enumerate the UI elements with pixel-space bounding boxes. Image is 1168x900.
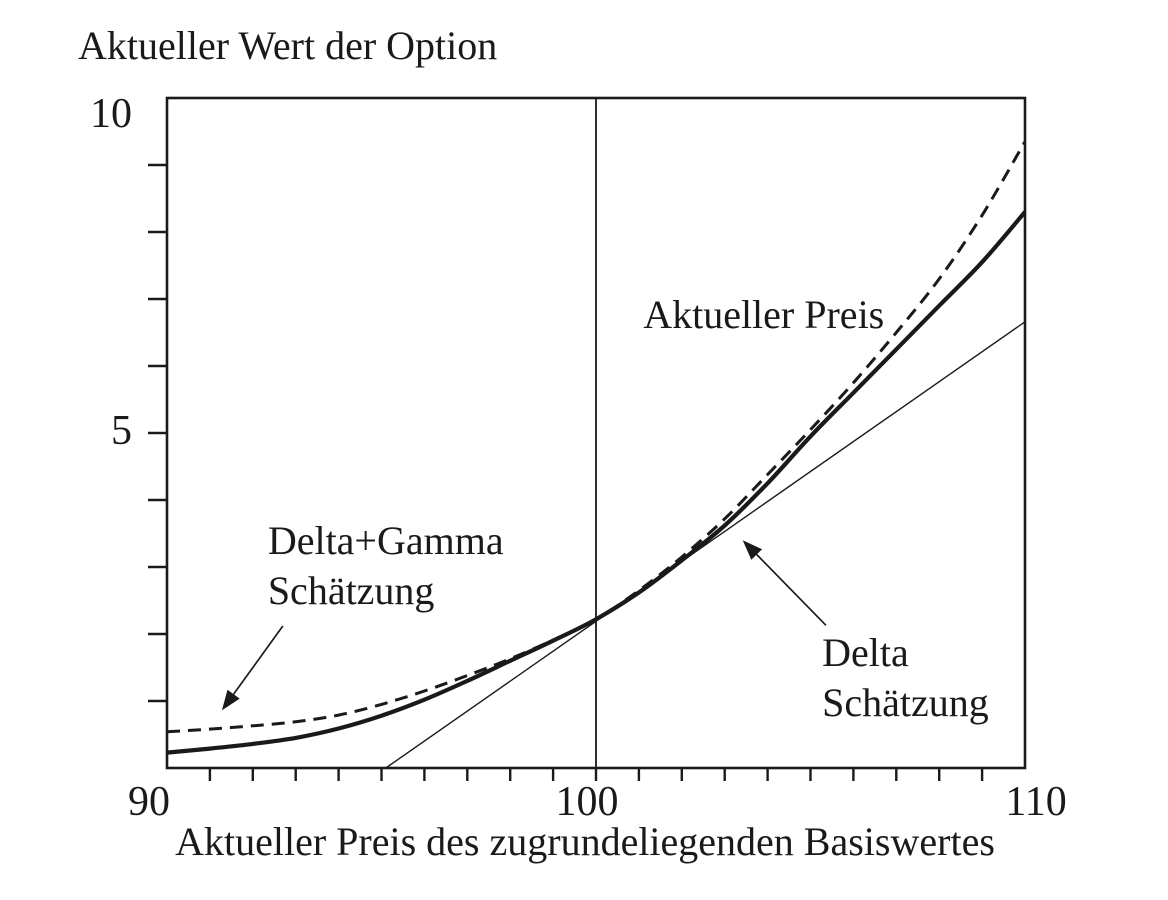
series-delta+gamma-sch-tzung [166, 140, 1027, 734]
annotation-line: Schätzung [822, 679, 989, 725]
x-axis-title: Aktueller Preis des zugrundeliegenden Ba… [175, 819, 995, 864]
annotation-arrowhead-delta-gamma [221, 689, 240, 711]
annotation-arrow-delta-gamma [232, 625, 284, 695]
y-axis-title: Aktueller Wert der Option [78, 23, 498, 68]
annotation-arrowhead-delta [742, 540, 763, 560]
annotation-line: Schätzung [267, 568, 435, 614]
annotation-line: Aktueller Preis [643, 292, 885, 338]
x-tick-label-90: 90 [128, 779, 170, 825]
y-tick-label-5: 5 [111, 408, 132, 454]
x-tick-label-110: 110 [1005, 779, 1067, 825]
annotation-delta-gamma: Delta+Gamma Schätzung [268, 516, 504, 616]
series-delta-sch-tzung [385, 321, 1026, 769]
x-tick-label-100: 100 [555, 779, 619, 825]
y-tick-label-10: 10 [90, 91, 132, 137]
annotation-aktueller-preis: Aktueller Preis [643, 290, 884, 340]
annotation-line: Delta+Gamma [267, 518, 504, 564]
annotation-line: Delta [822, 629, 909, 675]
annotation-delta: Delta Schätzung [822, 628, 989, 728]
annotation-arrow-delta [756, 553, 827, 626]
